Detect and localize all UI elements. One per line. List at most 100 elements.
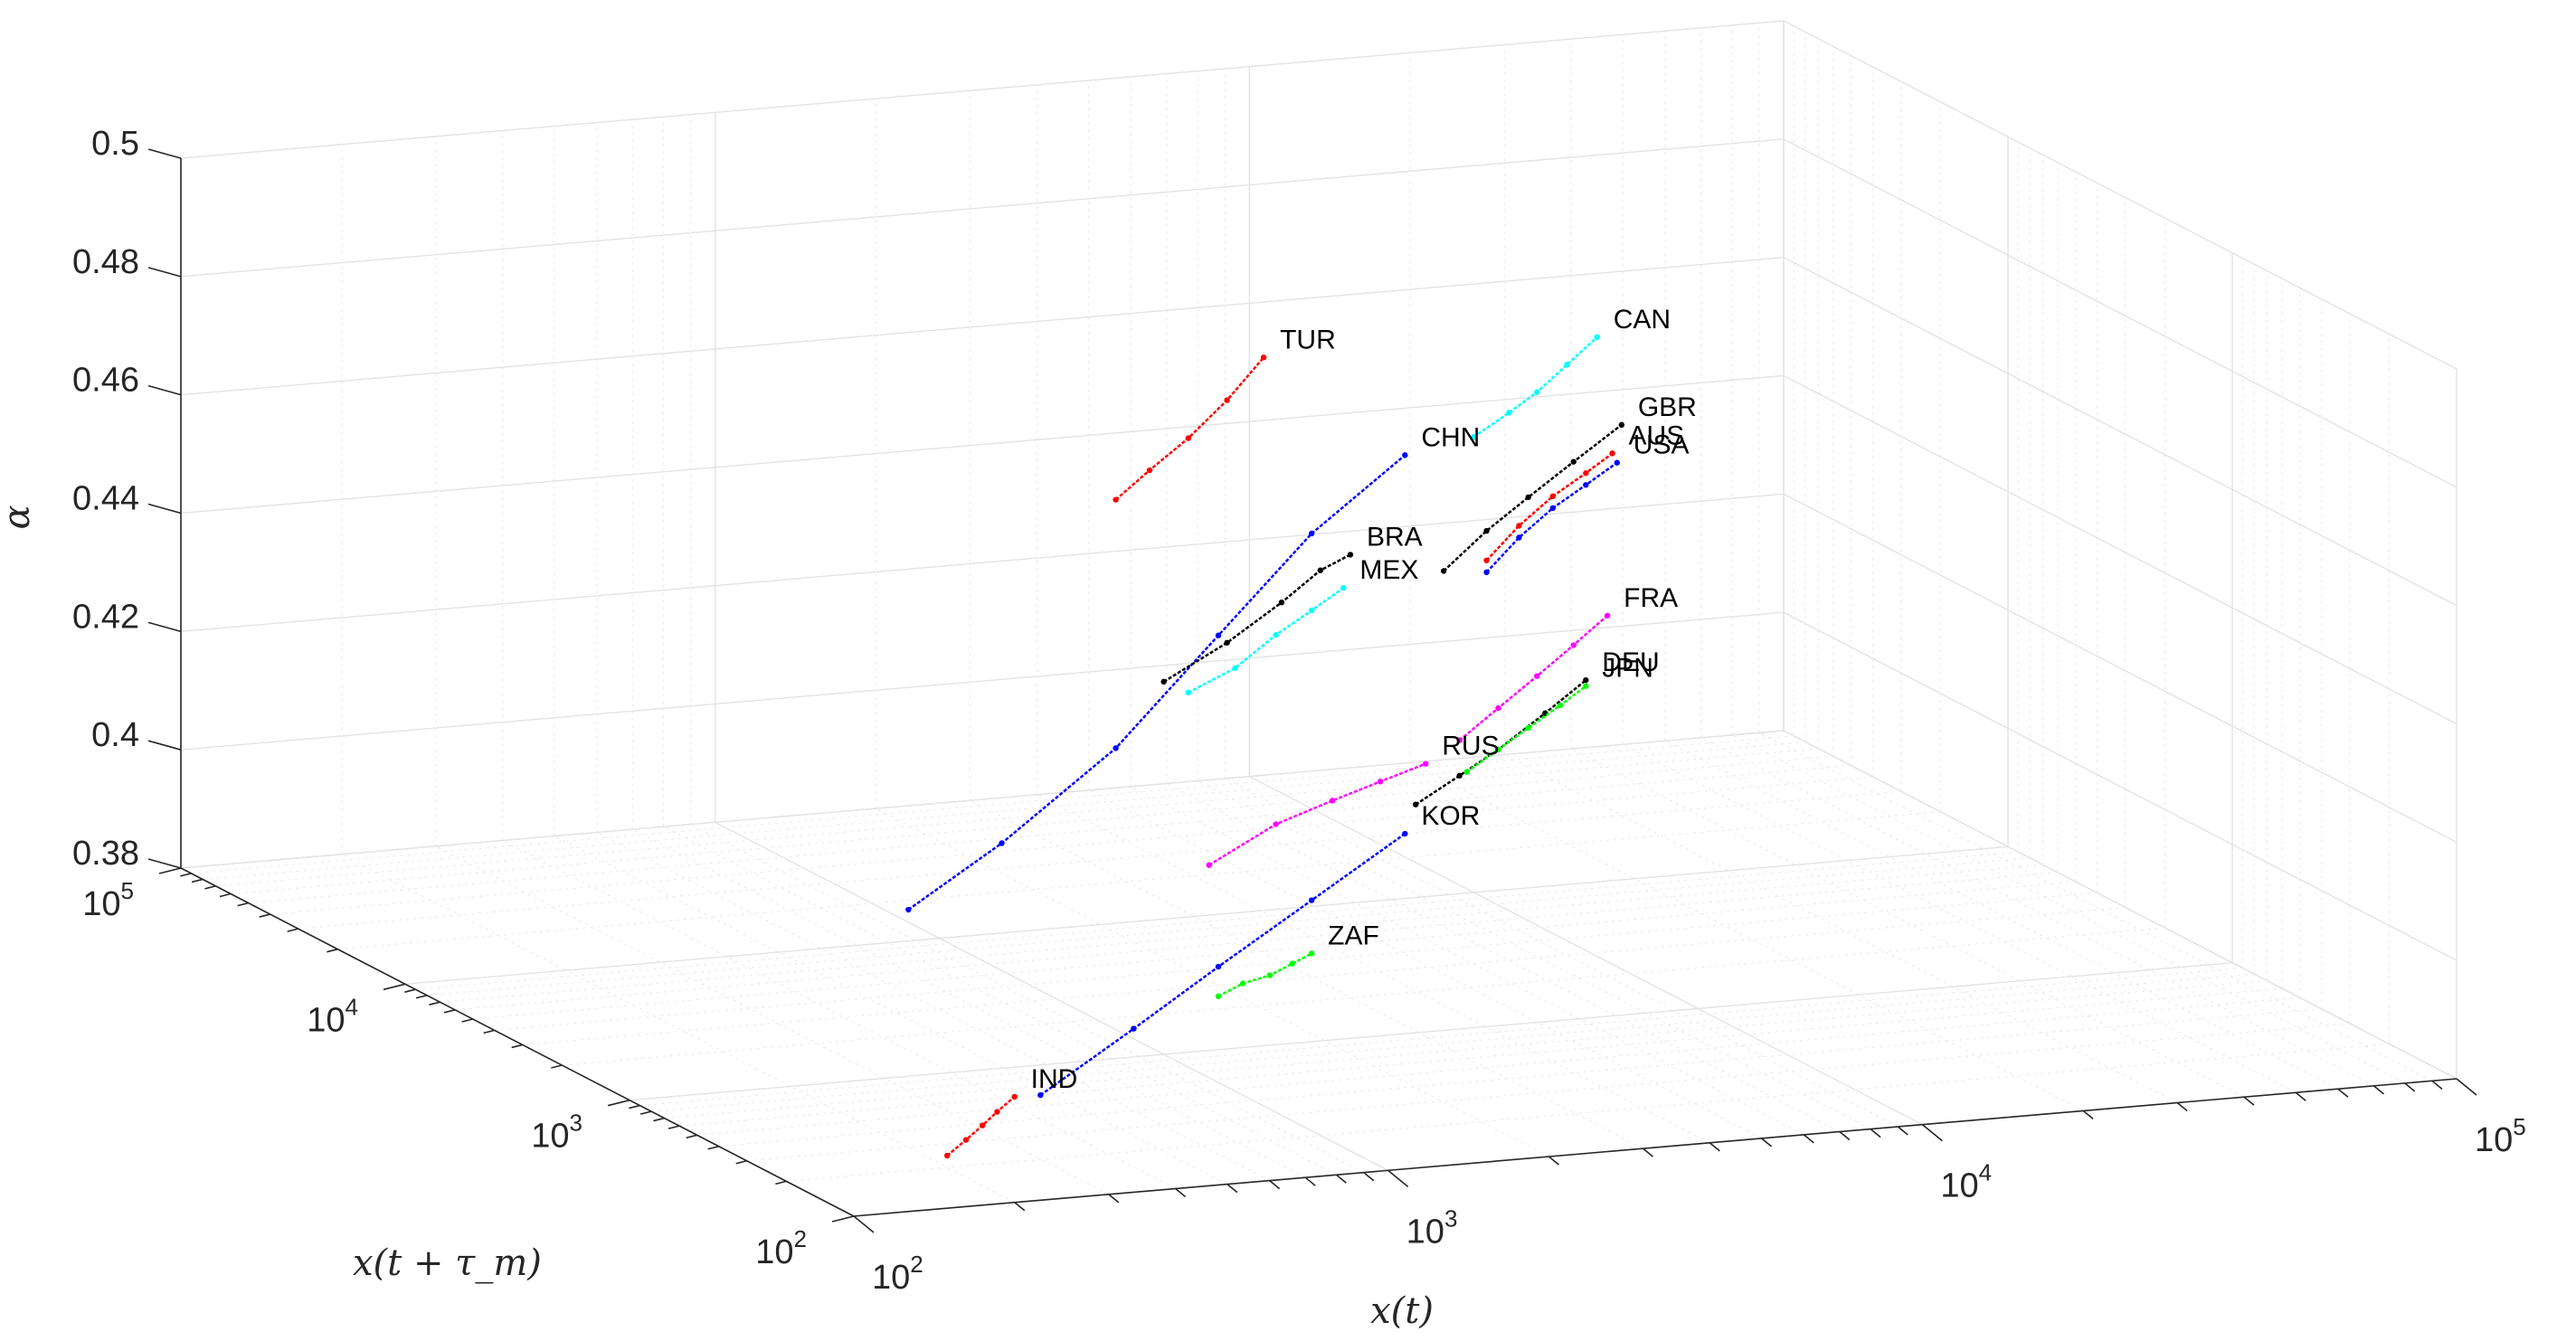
floor-x-minor-gridline: [876, 807, 1549, 1157]
data-point-rus: [1273, 821, 1279, 827]
x-tick-base: 10: [872, 1259, 910, 1297]
data-point-deu: [1583, 676, 1589, 684]
floor-x-minor-gridline: [1622, 743, 2297, 1093]
floor-x-minor-gridline: [596, 832, 1270, 1182]
data-point-bra: [1347, 552, 1354, 558]
data-point-chn: [905, 906, 912, 913]
x-minor-tick: [2176, 1101, 2188, 1112]
data-point-deu: [1456, 772, 1463, 779]
floor-x-minor-gridline: [1225, 778, 1899, 1128]
back-wall-z-gridline: [180, 256, 1785, 396]
floor-y-minor-gridline: [664, 979, 2268, 1119]
floor-y-minor-gridline: [230, 755, 1834, 895]
axis-layer: 1021031041051021031041050.380.40.420.440…: [72, 125, 2526, 1297]
series-line-jpn: [1465, 685, 1587, 773]
data-point-bra: [1317, 567, 1323, 573]
data-point-chn: [1402, 452, 1408, 458]
data-point-mex: [1308, 607, 1315, 614]
floor-x-minor-gridline: [1409, 761, 2084, 1111]
floor-y-minor-gridline: [522, 906, 2126, 1046]
floor-y-minor-gridline: [337, 811, 1941, 950]
right-wall-z-gridline: [1783, 20, 2458, 370]
z-major-tick: [147, 503, 182, 515]
series-layer: [905, 334, 1625, 1159]
z-tick-label: 0.4: [91, 716, 139, 754]
x-minor-tick: [1226, 1183, 1238, 1194]
y-minor-tick: [653, 1117, 665, 1122]
series-label-aus: AUS: [1629, 420, 1685, 450]
floor-x-major-gridline: [715, 821, 1388, 1171]
z-tick-label: 0.46: [72, 362, 139, 400]
x-tick-label: 104: [1940, 1159, 1992, 1205]
data-point-gbr: [1618, 421, 1625, 429]
data-point-aus: [1609, 450, 1615, 457]
x-minor-tick: [2337, 1088, 2349, 1098]
x-minor-tick: [1548, 1156, 1559, 1166]
floor-x-minor-gridline: [1758, 732, 2433, 1081]
data-point-fra: [1604, 612, 1611, 619]
x-major-tick: [2456, 1078, 2477, 1096]
floor-y-minor-gridline: [248, 765, 1852, 904]
x-tick-exponent: 4: [1979, 1159, 1992, 1186]
floor-y-minor-gridline: [650, 973, 2255, 1112]
floor-y-minor-gridline: [202, 741, 1806, 881]
x-tick-base: 10: [2475, 1121, 2513, 1159]
floor-y-minor-gridline: [494, 892, 2098, 1032]
x-minor-tick: [1870, 1128, 1881, 1138]
back-wall-z-gridline: [180, 493, 1785, 633]
series-label-usa: USA: [1634, 430, 1690, 460]
y-minor-tick: [443, 1009, 456, 1014]
series-label-can: CAN: [1614, 305, 1671, 335]
data-point-bra: [1224, 639, 1230, 646]
series-line-zaf: [1217, 952, 1312, 997]
floor-y-minor-gridline: [454, 872, 2059, 1011]
data-point-rus: [1206, 862, 1212, 868]
data-point-mex: [1185, 689, 1191, 696]
y-tick-exponent: 5: [121, 877, 134, 904]
data-point-rus: [1377, 779, 1384, 785]
floor-x-minor-gridline: [1131, 786, 1804, 1136]
data-point-can: [1506, 410, 1512, 416]
series-line-gbr: [1443, 423, 1623, 572]
x-minor-tick: [2372, 1085, 2385, 1095]
floor-y-minor-gridline: [426, 857, 2031, 996]
y-minor-tick: [204, 885, 216, 890]
right-wall-z-gridline: [1783, 611, 2458, 961]
floor-x-minor-gridline: [1731, 734, 2406, 1084]
x-minor-tick: [2431, 1080, 2443, 1090]
data-point-jpn: [1495, 746, 1501, 753]
y-axis-line: [180, 867, 855, 1217]
floor-y-minor-gridline: [191, 735, 1795, 874]
y-minor-tick: [668, 1125, 680, 1129]
data-point-tur: [1260, 354, 1267, 361]
floor-y-minor-gridline: [746, 1023, 2350, 1162]
y-minor-tick: [686, 1134, 697, 1139]
floor-x-minor-gridline: [1570, 748, 2245, 1098]
data-point-jpn: [1557, 702, 1564, 709]
right-wall-z-gridline: [1783, 138, 2458, 488]
x-minor-tick: [2243, 1096, 2255, 1106]
y-minor-tick: [429, 1001, 440, 1006]
y-axis-label: x(t + τ_m): [353, 1242, 542, 1284]
right-wall-z-gridline: [1783, 257, 2458, 607]
series-label-kor: KOR: [1421, 801, 1480, 831]
data-point-bra: [1278, 599, 1285, 606]
floor-y-minor-gridline: [472, 881, 2076, 1020]
data-point-gbr: [1525, 494, 1531, 501]
data-point-ind: [979, 1122, 986, 1129]
z-major-tick: [147, 148, 182, 159]
y-major-tick: [607, 1099, 630, 1107]
y-tick-base: 10: [531, 1118, 569, 1156]
y-minor-tick: [327, 948, 338, 953]
y-minor-tick: [775, 1180, 787, 1185]
data-point-chn: [1113, 745, 1119, 751]
floor-y-minor-gridline: [562, 927, 2165, 1066]
series-line-kor: [1039, 832, 1406, 1097]
x-tick-label: 103: [1406, 1204, 1458, 1251]
x-major-tick: [853, 1215, 875, 1233]
y-tick-label: 102: [755, 1225, 807, 1271]
data-point-bra: [1160, 678, 1167, 685]
floor-x-minor-gridline: [341, 854, 1016, 1204]
floor-y-minor-gridline: [298, 790, 1901, 930]
